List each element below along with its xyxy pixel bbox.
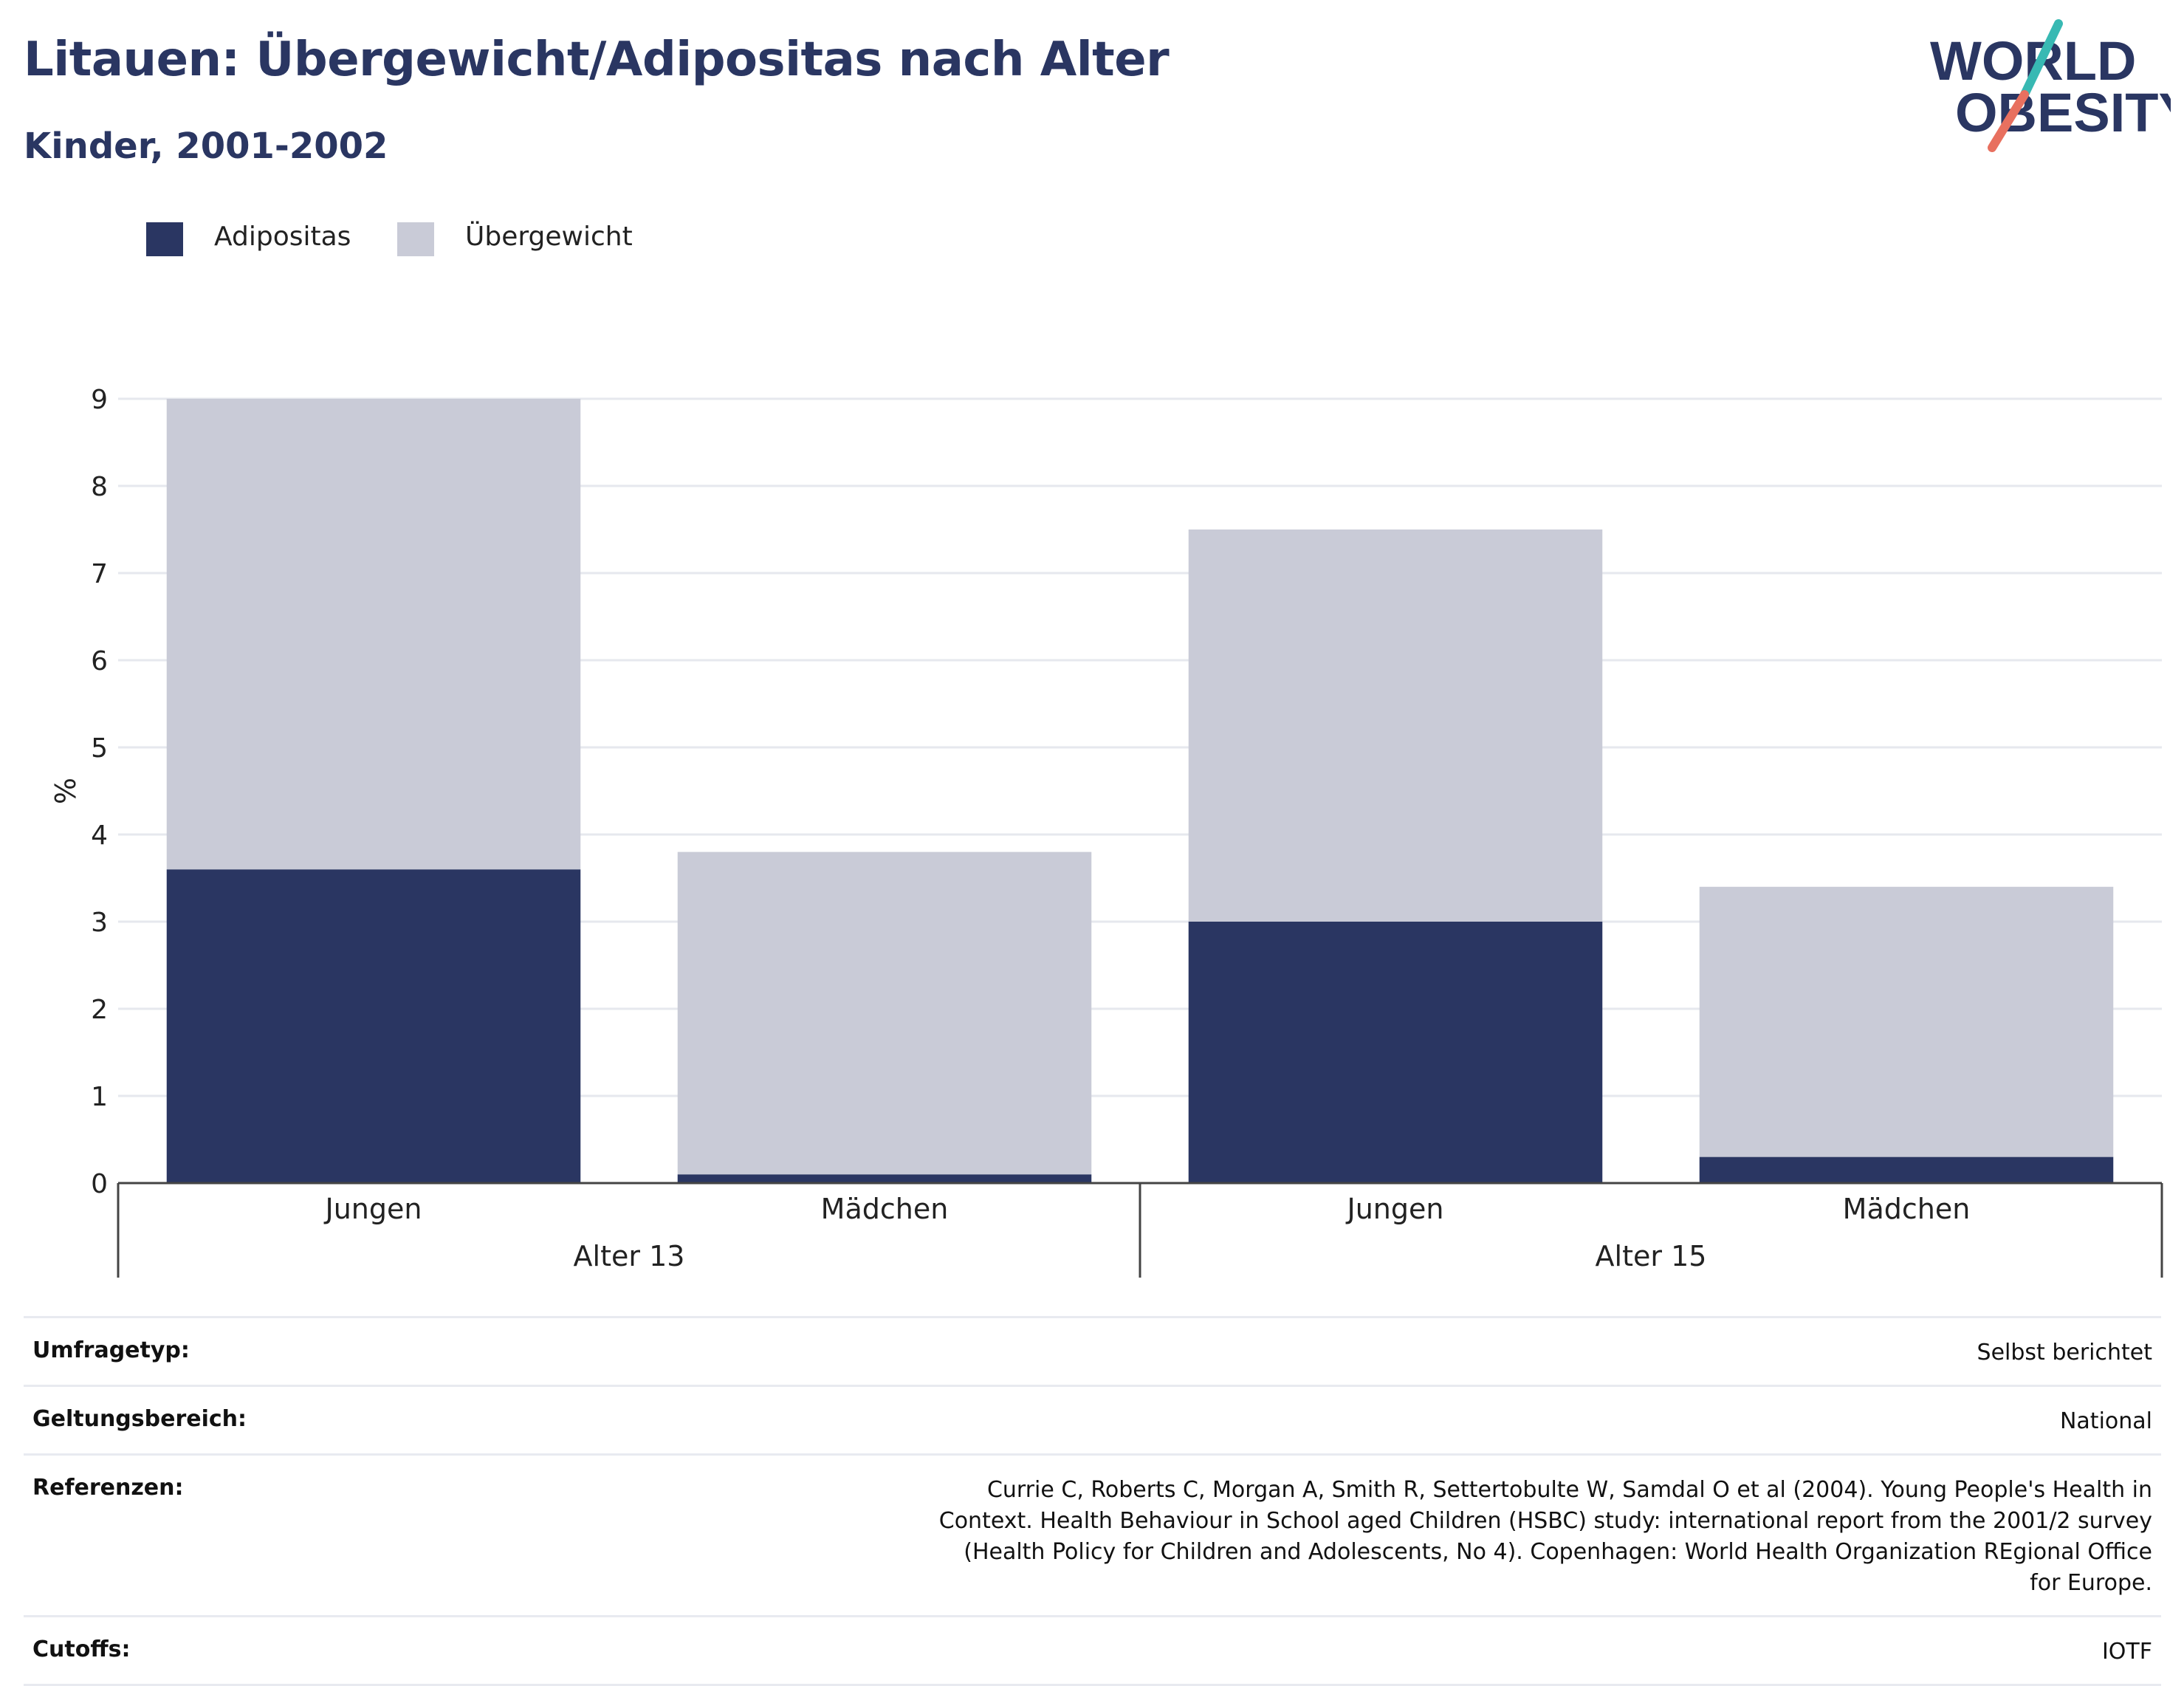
- info-value: Currie C, Roberts C, Morgan A, Smith R, …: [411, 1453, 2161, 1617]
- legend-swatch-adipositas: [146, 222, 183, 256]
- logo-slash-teal: [2020, 19, 2063, 99]
- bar-uebergewicht: [1699, 886, 2114, 1157]
- info-value: Selbst berichtet: [411, 1316, 2161, 1387]
- x-tick-label: Jungen: [324, 1193, 422, 1225]
- group-label: Alter 15: [1596, 1240, 1707, 1272]
- info-label: Geltungsbereich:: [24, 1385, 411, 1456]
- legend-swatch-uebergewicht: [397, 222, 434, 256]
- y-tick-label: 7: [91, 559, 108, 589]
- bar-adipositas: [677, 1174, 1092, 1183]
- y-tick-label: 3: [91, 908, 108, 938]
- group-label: Alter 13: [574, 1240, 685, 1272]
- bar-adipositas: [1699, 1156, 2114, 1183]
- info-row-survey-type: Umfragetyp: Selbst berichtet: [24, 1316, 2161, 1387]
- logo-slash-coral: [1988, 90, 2029, 152]
- x-tick-label: Jungen: [1346, 1193, 1444, 1225]
- info-row-references: Referenzen: Currie C, Roberts C, Morgan …: [24, 1453, 2161, 1617]
- logo-line-2: OBESITY: [1955, 82, 2171, 143]
- info-value: IOTF: [411, 1615, 2161, 1686]
- legend-label-uebergewicht: Übergewicht: [465, 222, 633, 252]
- info-row-scope: Geltungsbereich: National: [24, 1385, 2161, 1456]
- y-tick-label: 1: [91, 1082, 108, 1112]
- bar-uebergewicht: [677, 851, 1092, 1175]
- bar-uebergewicht: [166, 399, 581, 870]
- chart-subtitle: Kinder, 2001-2002: [24, 126, 388, 167]
- y-tick-label: 2: [91, 995, 108, 1025]
- info-label: Cutoffs:: [24, 1615, 411, 1686]
- bar-adipositas: [166, 869, 581, 1183]
- y-axis-title: %: [48, 778, 80, 804]
- chart-title: Litauen: Übergewicht/Adipositas nach Alt…: [24, 32, 1170, 87]
- bar-uebergewicht: [1188, 530, 1603, 922]
- info-row-cutoffs: Cutoffs: IOTF: [24, 1615, 2161, 1686]
- survey-info-table: Umfragetyp: Selbst berichtet Geltungsber…: [24, 1316, 2161, 1686]
- x-tick-label: Mädchen: [821, 1193, 949, 1225]
- bar-chart: 0 1 2 3 4 5 6 7 8 9% Jungen Mädchen Jungen Mädchen Alt…: [48, 385, 2163, 1278]
- x-tick-label: Mädchen: [1843, 1193, 1971, 1225]
- world-obesity-logo: WORLD OBESITY: [1930, 19, 2171, 152]
- y-tick-label: 6: [91, 646, 108, 676]
- y-tick-label: 5: [91, 733, 108, 764]
- y-tick-label: 0: [91, 1169, 108, 1199]
- info-label: Umfragetyp:: [24, 1316, 411, 1387]
- legend-label-adipositas: Adipositas: [214, 222, 351, 252]
- y-tick-label: 8: [91, 472, 108, 502]
- y-tick-label: 4: [91, 820, 108, 851]
- info-value: National: [411, 1385, 2161, 1456]
- info-label: Referenzen:: [24, 1453, 411, 1617]
- y-tick-label: 9: [91, 385, 108, 415]
- bar-adipositas: [1188, 922, 1603, 1183]
